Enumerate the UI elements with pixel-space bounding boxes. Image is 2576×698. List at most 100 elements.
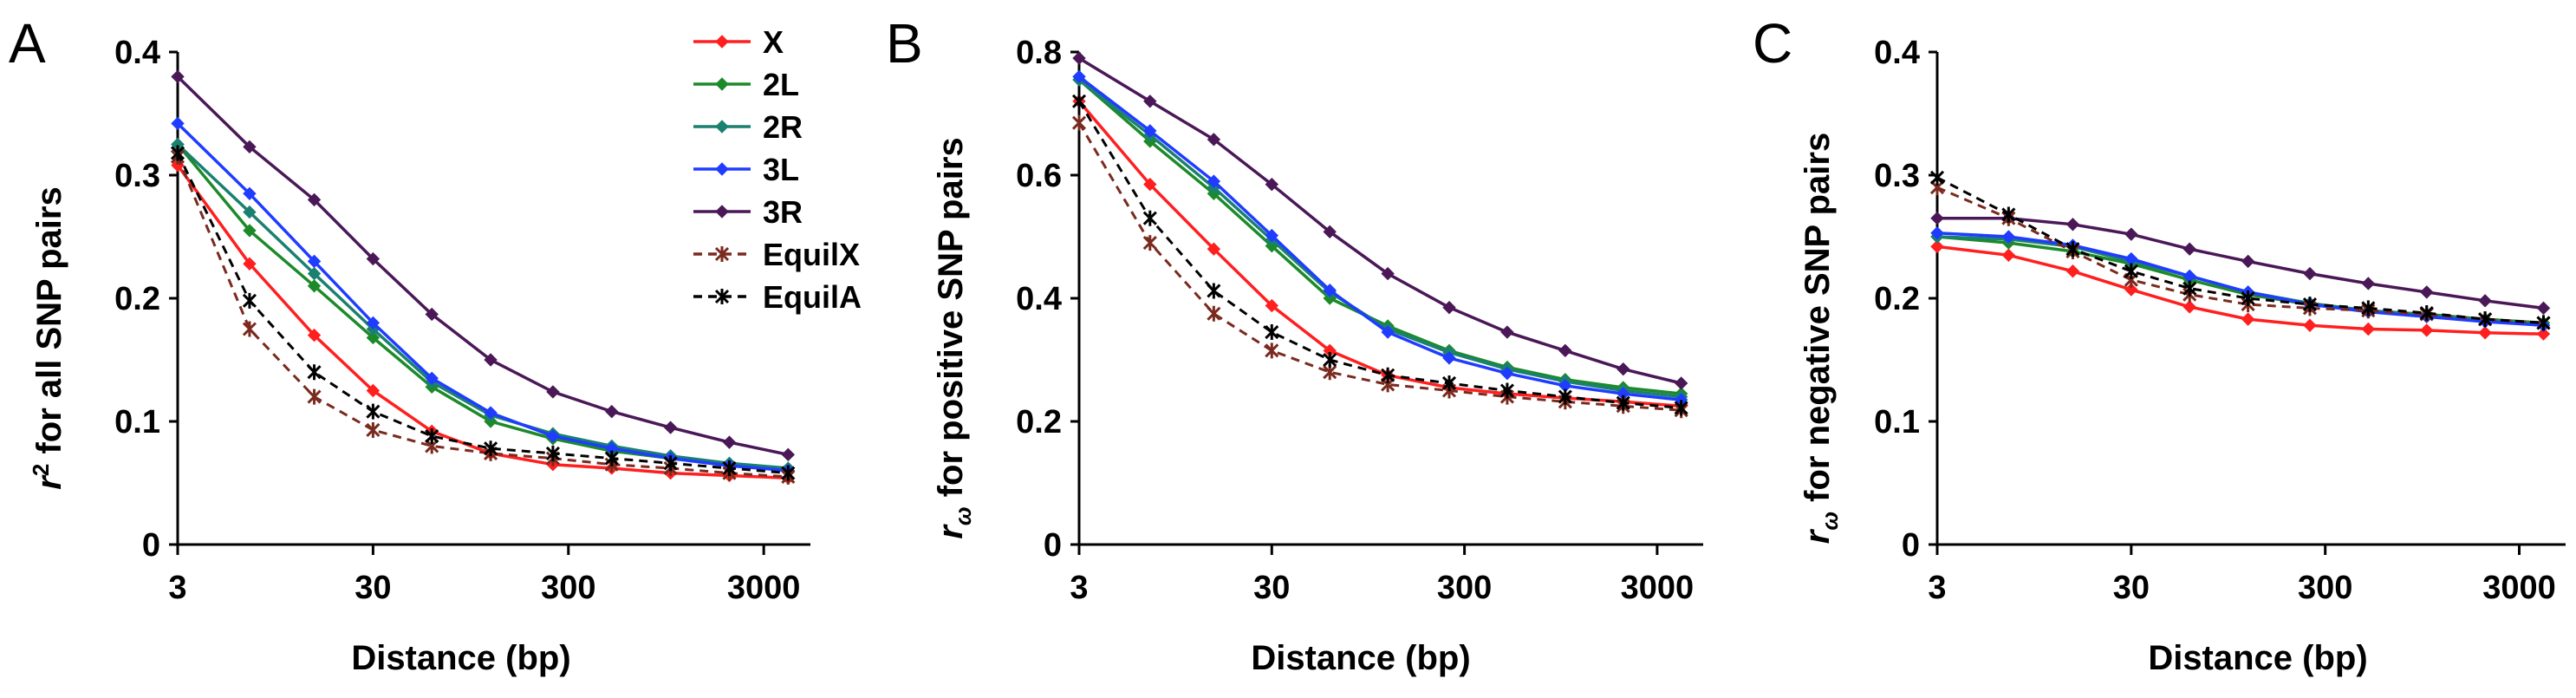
data-point bbox=[1930, 211, 1944, 225]
data-point bbox=[1929, 169, 1945, 186]
data-point bbox=[307, 266, 322, 281]
data-point bbox=[1265, 342, 1279, 359]
data-point bbox=[1499, 382, 1514, 399]
series-3R bbox=[171, 69, 796, 462]
data-point bbox=[1616, 395, 1630, 411]
data-point bbox=[2419, 305, 2434, 322]
data-point bbox=[307, 279, 322, 293]
x-tick-label: 3000 bbox=[727, 570, 801, 606]
data-point bbox=[2420, 285, 2434, 299]
series-line bbox=[1936, 235, 2544, 327]
data-point bbox=[2361, 322, 2376, 336]
panel-b: B 0 0.2 0.4 0.6 0.8 3 30 300 3000 rω for positiv… bbox=[886, 12, 1703, 677]
data-point bbox=[1142, 235, 1157, 251]
series-line bbox=[1936, 176, 2544, 324]
y-tick-label: 0 bbox=[1902, 527, 1920, 564]
data-point bbox=[2536, 315, 2551, 331]
data-point bbox=[1674, 376, 1688, 390]
panel-a-xlabel: Distance (bp) bbox=[351, 639, 570, 677]
data-point bbox=[1500, 325, 1514, 339]
panel-c-ylabel-text: for negative SNP pairs bbox=[1799, 133, 1837, 512]
data-point bbox=[307, 254, 322, 269]
series-line bbox=[176, 152, 789, 475]
data-point bbox=[307, 328, 322, 342]
y-tick-label: 0.8 bbox=[1016, 35, 1062, 71]
panel-a-letter: A bbox=[9, 12, 46, 75]
data-point bbox=[1143, 177, 1157, 192]
data-point bbox=[1323, 352, 1337, 368]
panel-b-ylabel-var: r bbox=[932, 524, 970, 539]
data-point bbox=[366, 330, 381, 345]
panel-c-ylabel-sub: ω bbox=[1817, 512, 1843, 531]
data-point bbox=[546, 429, 560, 443]
data-point bbox=[1071, 93, 1087, 109]
data-point bbox=[307, 364, 322, 381]
x-tick-label: 300 bbox=[2298, 570, 2352, 606]
plot-c: 0 0.1 0.2 0.3 0.4 3 30 300 3000 bbox=[1874, 35, 2566, 606]
panel-a-ylabel-text: for all SNP pairs bbox=[30, 186, 68, 463]
data-point bbox=[171, 69, 185, 84]
data-point bbox=[307, 192, 322, 207]
legend: X 2L 2R 3L 3R EquilX EquilA bbox=[693, 24, 862, 315]
panel-b-ylabel-sub: ω bbox=[950, 506, 976, 525]
plot-a: 0 0.1 0.2 0.3 0.4 3 30 300 3000 bbox=[114, 35, 810, 606]
data-point bbox=[2241, 290, 2255, 306]
data-point bbox=[781, 447, 796, 462]
data-point bbox=[1617, 362, 1630, 376]
y-tick-label: 0.1 bbox=[1874, 404, 1920, 440]
legend-label: 2L bbox=[763, 67, 799, 102]
data-point bbox=[605, 404, 619, 419]
y-tick-label: 0.4 bbox=[1874, 35, 1920, 71]
data-point bbox=[2478, 326, 2492, 340]
data-point bbox=[1442, 351, 1456, 365]
data-point bbox=[2065, 241, 2080, 258]
legend-marker bbox=[714, 246, 730, 262]
legend-item: EquilA bbox=[693, 279, 862, 315]
legend-item: 3L bbox=[693, 152, 799, 187]
panel-c-letter: C bbox=[1753, 12, 1792, 75]
data-point bbox=[1323, 284, 1337, 297]
data-point bbox=[1265, 177, 1279, 192]
data-point bbox=[2241, 254, 2255, 269]
data-point bbox=[1207, 242, 1221, 256]
y-tick-label: 0.3 bbox=[1874, 158, 1920, 194]
panel-c-xlabel: Distance (bp) bbox=[2148, 639, 2367, 677]
series-line bbox=[176, 156, 789, 479]
data-point bbox=[1207, 305, 1221, 322]
data-point bbox=[2065, 264, 2080, 278]
data-point bbox=[366, 251, 381, 266]
legend-item: 2L bbox=[693, 67, 799, 102]
data-point bbox=[1072, 69, 1086, 84]
data-point bbox=[243, 257, 257, 271]
y-tick-label: 0.3 bbox=[114, 158, 160, 194]
x-tick-label: 3000 bbox=[1621, 570, 1695, 606]
data-point bbox=[1442, 300, 1456, 315]
series-line bbox=[1937, 216, 2544, 310]
panel-a-ylabel-var: r bbox=[30, 474, 68, 490]
data-point bbox=[1207, 283, 1221, 299]
data-point bbox=[307, 388, 322, 405]
data-point bbox=[425, 307, 439, 322]
data-point bbox=[2420, 323, 2434, 337]
panel-a-ylabel-sup: 2 bbox=[28, 464, 54, 476]
data-point bbox=[243, 140, 257, 154]
data-point bbox=[1207, 174, 1221, 188]
series-line bbox=[1936, 186, 2544, 324]
data-point bbox=[663, 455, 678, 472]
data-point bbox=[2001, 248, 2016, 263]
data-point bbox=[366, 403, 381, 420]
data-point bbox=[1265, 298, 1279, 313]
legend-label: X bbox=[763, 24, 784, 60]
data-point bbox=[425, 371, 439, 386]
y-tick-label: 0.2 bbox=[1874, 281, 1920, 317]
data-point bbox=[2536, 327, 2551, 341]
data-point bbox=[484, 406, 498, 420]
series-3L bbox=[1072, 69, 1688, 407]
series-3R bbox=[1930, 211, 2551, 316]
data-point bbox=[242, 292, 257, 309]
y-tick-label: 0.4 bbox=[114, 35, 160, 71]
data-point bbox=[2182, 242, 2196, 256]
series-2R bbox=[1072, 73, 1688, 404]
data-point bbox=[366, 316, 381, 330]
series-line bbox=[176, 143, 789, 470]
